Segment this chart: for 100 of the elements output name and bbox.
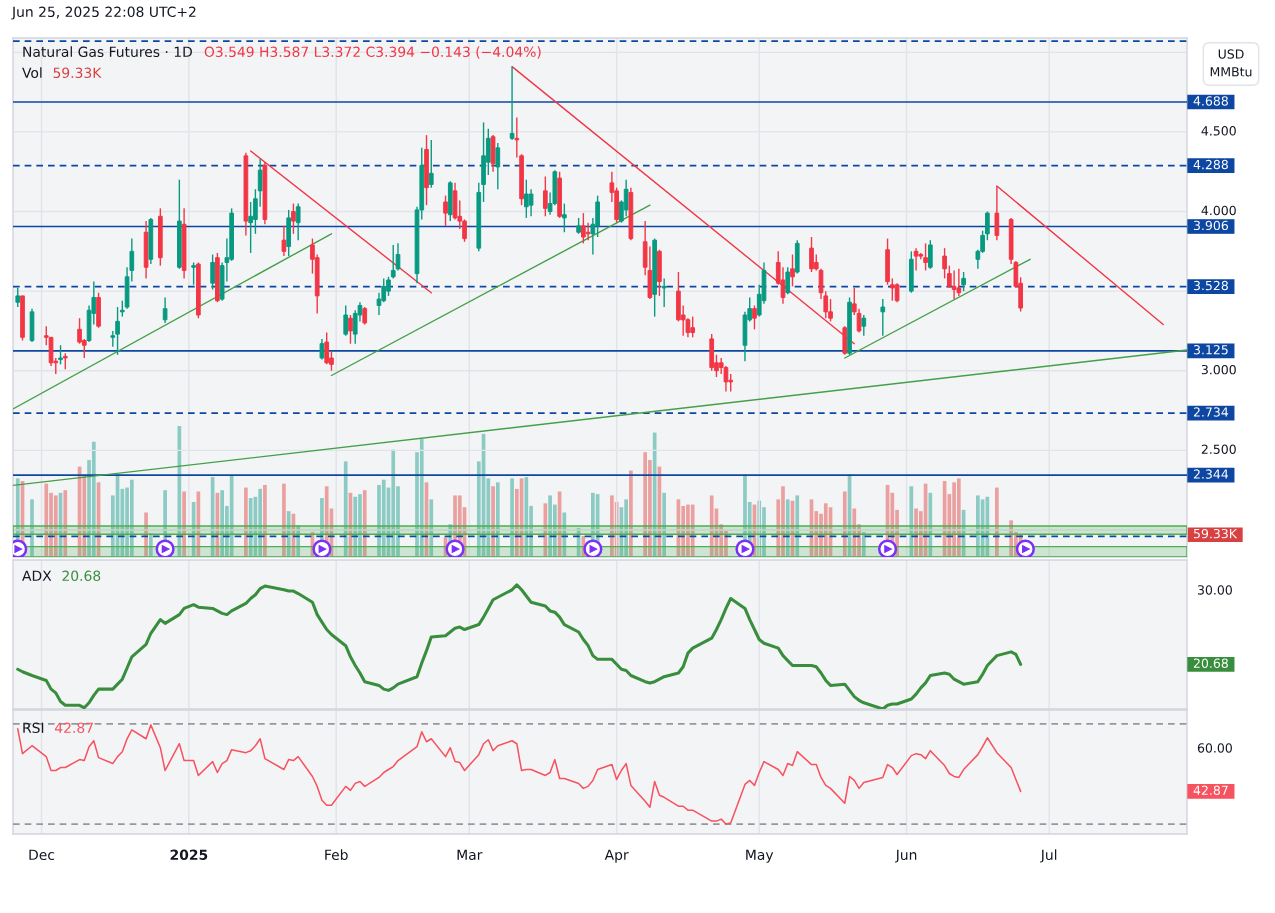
candlestick bbox=[894, 282, 900, 303]
bar bbox=[562, 512, 567, 557]
candlestick bbox=[210, 253, 215, 291]
candlestick bbox=[428, 139, 434, 189]
candlestick bbox=[623, 178, 629, 218]
text: 59.33K bbox=[1193, 528, 1238, 539]
bar bbox=[391, 449, 396, 557]
candlestick bbox=[956, 268, 962, 297]
bar bbox=[91, 441, 96, 557]
text: 30.00 bbox=[1197, 585, 1232, 595]
candlestick bbox=[790, 253, 795, 288]
bar bbox=[629, 470, 633, 557]
candlestick bbox=[942, 247, 947, 280]
candlestick bbox=[985, 210, 990, 241]
bar bbox=[785, 499, 790, 557]
bar bbox=[144, 512, 148, 557]
bar bbox=[30, 499, 34, 557]
bar bbox=[53, 495, 58, 557]
bar bbox=[244, 487, 248, 557]
text: 59.33K bbox=[53, 67, 102, 79]
candlestick bbox=[785, 266, 791, 296]
x-tick-label: May bbox=[746, 849, 774, 863]
bar bbox=[909, 486, 914, 557]
candlestick bbox=[390, 244, 396, 280]
bar bbox=[543, 503, 548, 557]
x-tick-label: Feb bbox=[325, 849, 348, 861]
ref-line-label: 2.344 bbox=[1193, 469, 1229, 479]
bar bbox=[353, 496, 358, 557]
text: O3.549 H3.587 L3.372 C3.394 −0.143 (−4.04%) bbox=[204, 46, 541, 59]
ref-line-label: 2.734 bbox=[1193, 407, 1229, 417]
candlestick bbox=[162, 296, 168, 324]
candlestick bbox=[291, 202, 296, 235]
bar bbox=[976, 495, 980, 557]
ref-line-label: 3.906 bbox=[1193, 220, 1228, 231]
x-tick-label: Jul bbox=[1040, 849, 1057, 863]
bar bbox=[44, 483, 49, 557]
bar bbox=[995, 487, 999, 557]
bar bbox=[610, 495, 614, 557]
candlestick bbox=[661, 277, 667, 308]
bar bbox=[248, 498, 253, 557]
bar bbox=[842, 491, 847, 557]
bar bbox=[362, 490, 367, 557]
series-label: RSI bbox=[23, 722, 44, 734]
text: 60.00 bbox=[1197, 743, 1232, 753]
candlestick bbox=[961, 271, 966, 292]
text: ADX bbox=[22, 570, 52, 581]
text: 20.68 bbox=[62, 570, 101, 582]
bar bbox=[690, 504, 695, 557]
bar bbox=[148, 533, 153, 557]
candlestick bbox=[58, 344, 63, 366]
bar bbox=[928, 492, 933, 557]
chart-title: Natural Gas Futures · 1D bbox=[23, 46, 192, 58]
candlestick bbox=[509, 65, 515, 141]
bar bbox=[662, 492, 667, 557]
bar bbox=[129, 479, 134, 557]
candlestick bbox=[927, 239, 933, 270]
bar bbox=[381, 479, 386, 557]
candlestick bbox=[281, 225, 287, 257]
text: Jun 25, 2025 22:08 UTC+2 bbox=[11, 6, 196, 20]
bar bbox=[524, 477, 529, 557]
bar bbox=[429, 499, 434, 557]
bar bbox=[795, 495, 800, 557]
candlestick bbox=[913, 247, 919, 272]
bar bbox=[343, 461, 348, 557]
text: 20.68 bbox=[1193, 658, 1228, 668]
bar bbox=[182, 491, 186, 557]
text: 42.87 bbox=[1193, 785, 1228, 795]
y-tick-label: 3.000 bbox=[1201, 364, 1236, 375]
candlestick bbox=[324, 331, 330, 366]
candlestick bbox=[562, 202, 567, 233]
annotation: 42.87 bbox=[54, 722, 93, 734]
candlestick bbox=[923, 242, 928, 272]
candlestick bbox=[348, 314, 353, 345]
bar bbox=[852, 508, 857, 557]
bar bbox=[491, 486, 495, 557]
ref-line-label: 4.688 bbox=[1193, 96, 1228, 106]
y-tick-label: 4.000 bbox=[1201, 205, 1236, 216]
bar bbox=[643, 452, 648, 557]
bar bbox=[258, 488, 263, 557]
bar bbox=[652, 432, 657, 557]
candlestick bbox=[495, 142, 501, 190]
candlestick bbox=[319, 338, 325, 361]
candlestick bbox=[880, 298, 886, 337]
candlestick bbox=[443, 194, 448, 227]
y-tick-label: 4.500 bbox=[1201, 126, 1236, 136]
bar bbox=[263, 484, 267, 557]
bar bbox=[510, 478, 514, 557]
bar bbox=[419, 439, 424, 557]
candlestick bbox=[295, 202, 301, 241]
bar bbox=[861, 532, 866, 557]
x-tick-label: Mar bbox=[457, 849, 483, 861]
x-tick-label: 2025 bbox=[170, 849, 208, 861]
bar bbox=[709, 495, 714, 557]
y-axis-title: USD MMBtu bbox=[1210, 49, 1252, 77]
y-tick-label: 2.500 bbox=[1201, 444, 1236, 454]
bar bbox=[286, 511, 291, 557]
ref-line-label: 3.125 bbox=[1193, 345, 1228, 355]
candlestick bbox=[15, 287, 21, 308]
text: Vol bbox=[22, 67, 42, 79]
x-tick-label: Apr bbox=[604, 849, 629, 863]
